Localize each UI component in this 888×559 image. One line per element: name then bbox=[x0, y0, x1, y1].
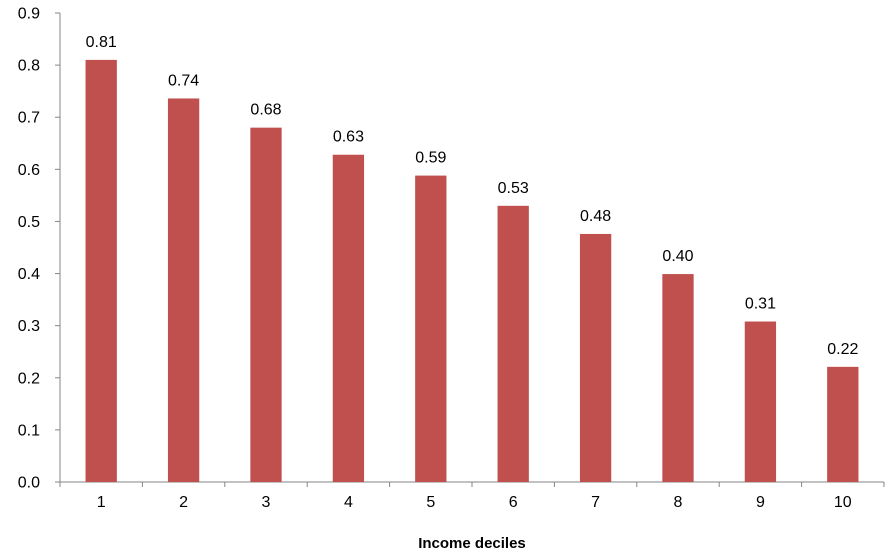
data-label-6: 0.53 bbox=[498, 180, 529, 197]
data-label-7: 0.48 bbox=[580, 208, 611, 225]
bar-5 bbox=[415, 175, 447, 482]
x-tick-label: 8 bbox=[674, 494, 683, 511]
y-tick-label: 0.2 bbox=[18, 370, 40, 387]
data-label-1: 0.81 bbox=[86, 34, 117, 51]
bar-8 bbox=[662, 274, 694, 482]
x-tick-label: 7 bbox=[591, 494, 600, 511]
x-axis: 1 2 3 4 5 6 7 8 9 10 bbox=[59, 481, 885, 511]
x-axis-title: Income deciles bbox=[418, 535, 526, 552]
x-tick-label: 1 bbox=[97, 494, 106, 511]
data-labels: 0.81 0.74 0.68 0.63 0.59 0.53 0.48 0.40 0.31 0.22 bbox=[86, 34, 859, 358]
data-label-10: 0.22 bbox=[827, 341, 858, 358]
bar-6 bbox=[497, 205, 529, 483]
bars bbox=[85, 59, 859, 483]
y-tick-label: 0.6 bbox=[18, 162, 40, 179]
x-tick-label: 2 bbox=[179, 494, 188, 511]
x-tick-label: 10 bbox=[834, 494, 852, 511]
data-label-3: 0.68 bbox=[250, 102, 281, 119]
data-label-2: 0.74 bbox=[168, 72, 199, 89]
y-tick-label: 0.8 bbox=[18, 58, 40, 75]
x-tick-label: 9 bbox=[756, 494, 765, 511]
x-tick-label: 4 bbox=[344, 494, 353, 511]
y-axis: 0.0 0.1 0.2 0.3 0.4 0.5 0.6 0.7 0.8 0.9 bbox=[18, 6, 61, 492]
bar-2 bbox=[167, 98, 200, 482]
y-tick-label: 0.1 bbox=[18, 422, 40, 439]
data-label-4: 0.63 bbox=[333, 129, 364, 146]
y-tick-label: 0.3 bbox=[18, 318, 40, 335]
bar-1 bbox=[85, 59, 117, 483]
data-label-8: 0.40 bbox=[662, 248, 693, 265]
bar-4 bbox=[332, 154, 365, 482]
y-tick-label: 0.0 bbox=[18, 475, 40, 492]
bar-3 bbox=[250, 127, 282, 483]
data-label-5: 0.59 bbox=[415, 150, 446, 167]
bar-10 bbox=[827, 366, 859, 482]
x-tick-label: 3 bbox=[262, 494, 271, 511]
y-tick-label: 0.4 bbox=[18, 266, 40, 283]
y-tick-label: 0.5 bbox=[18, 214, 40, 231]
bar-9 bbox=[744, 321, 777, 482]
x-tick-label: 6 bbox=[509, 494, 518, 511]
data-label-9: 0.31 bbox=[745, 295, 776, 312]
y-tick-label: 0.9 bbox=[18, 6, 40, 23]
x-tick-label: 5 bbox=[426, 494, 435, 511]
bar-7 bbox=[579, 233, 612, 482]
y-tick-label: 0.7 bbox=[18, 110, 40, 127]
